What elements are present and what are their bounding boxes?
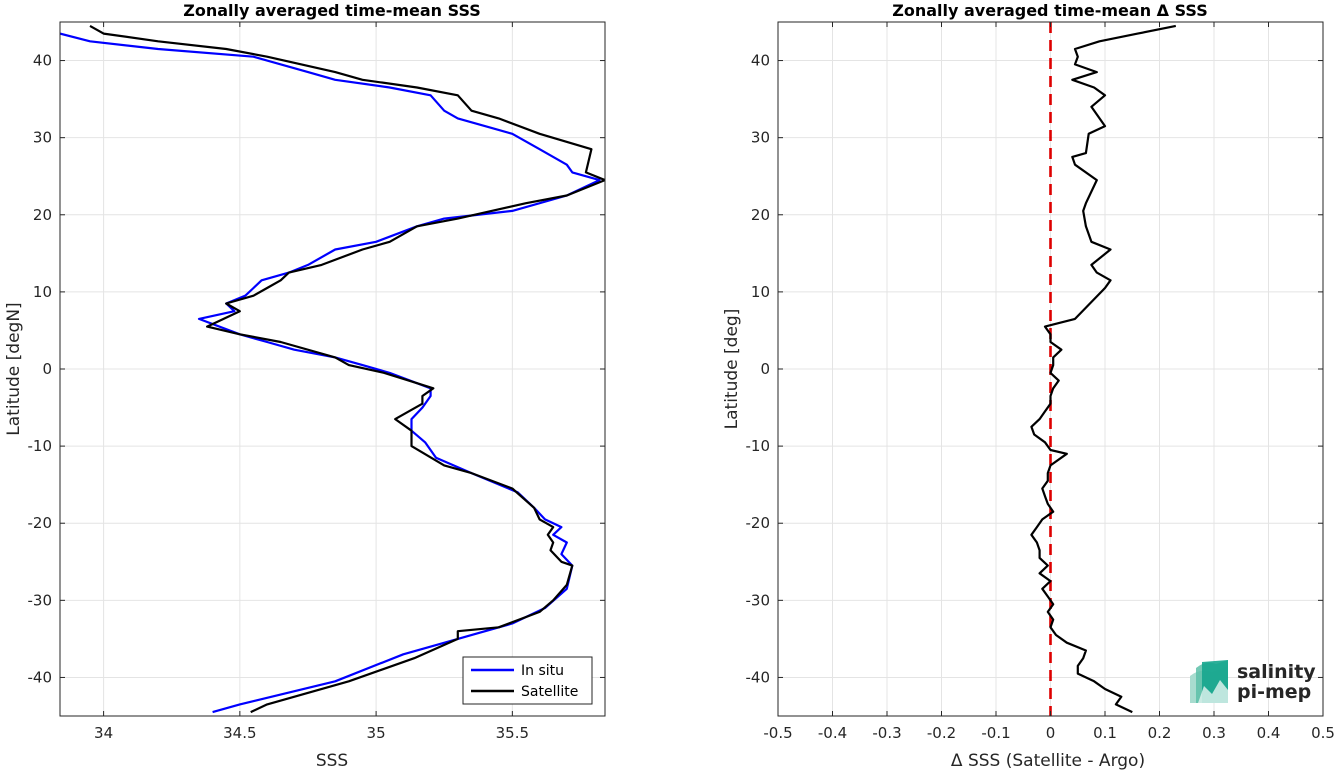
delta-sss-x-axis-label: Δ SSS (Satellite - Argo) <box>951 751 1145 770</box>
x-tick-label: -0.4 <box>818 724 847 742</box>
x-tick-label: 34 <box>94 724 113 742</box>
sss-panel: 34 34.5 35 35.5 -40 -30 -20 -10 0 10 20 30 40 Zonal… <box>4 1 606 770</box>
y-tick-label: -40 <box>746 668 771 686</box>
legend-label-in-situ: In situ <box>521 663 564 679</box>
y-tick-label: 20 <box>751 206 770 224</box>
x-tick-label: 0.1 <box>1093 724 1117 742</box>
x-tick-label: 0.4 <box>1257 724 1281 742</box>
x-tick-label: 35.5 <box>496 724 529 742</box>
sss-y-axis-label: Latitude [degN] <box>4 302 24 435</box>
legend-box <box>462 656 593 705</box>
x-tick-label: -0.5 <box>763 724 792 742</box>
y-tick-label: -30 <box>746 591 771 609</box>
x-tick-label: -0.3 <box>872 724 901 742</box>
y-tick-label: 10 <box>33 283 52 301</box>
y-tick-label: 20 <box>33 206 52 224</box>
salinity-pi-mep-logo: salinity pi-mep <box>1190 660 1316 703</box>
delta-sss-series <box>1030 24 1177 714</box>
y-tick-label: -30 <box>28 591 53 609</box>
delta-sss-y-tick-labels: -40 -30 -20 -10 0 10 20 30 40 <box>746 52 1323 686</box>
delta-sss-panel: -0.5 -0.4 -0.3 -0.2 -0.1 0 0.1 0.2 0.3 0.4 0.5 -40… <box>722 1 1335 770</box>
y-tick-label: -40 <box>28 668 53 686</box>
series-line-satellite <box>89 24 605 714</box>
sss-y-tick-labels: -40 -30 -20 -10 0 10 20 30 40 <box>28 52 605 686</box>
y-tick-label: 0 <box>42 360 52 378</box>
y-tick-label: 40 <box>33 52 52 70</box>
logo-mark-icon <box>1190 660 1228 703</box>
y-tick-label: -20 <box>746 514 771 532</box>
delta-sss-y-axis-label: Latitude [deg] <box>722 309 742 430</box>
x-tick-label: 0 <box>1046 724 1056 742</box>
x-tick-label: 35 <box>367 724 386 742</box>
logo-text-pi-mep: pi-mep <box>1237 681 1311 703</box>
y-tick-label: 40 <box>751 52 770 70</box>
x-tick-label: 0.5 <box>1311 724 1335 742</box>
delta-sss-chart-title: Zonally averaged time-mean Δ SSS <box>892 1 1208 20</box>
delta-sss-x-tick-labels: -0.5 -0.4 -0.3 -0.2 -0.1 0 0.1 0.2 0.3 0.4 0.5 <box>763 22 1335 742</box>
series-line-in-situ <box>60 31 601 714</box>
series-line-delta-sss <box>1030 24 1177 714</box>
sss-chart-title: Zonally averaged time-mean SSS <box>183 1 481 20</box>
sss-grid <box>60 22 605 716</box>
sss-legend: In situ Satellite <box>462 656 593 705</box>
logo-text-salinity: salinity <box>1237 661 1316 683</box>
x-tick-label: 34.5 <box>223 724 256 742</box>
y-tick-label: 30 <box>33 129 52 147</box>
y-tick-label: 10 <box>751 283 770 301</box>
x-tick-label: -0.2 <box>927 724 956 742</box>
y-tick-label: -10 <box>746 437 771 455</box>
y-tick-label: 0 <box>760 360 770 378</box>
sss-x-tick-labels: 34 34.5 35 35.5 <box>94 22 529 742</box>
y-tick-label: -20 <box>28 514 53 532</box>
x-tick-label: -0.1 <box>981 724 1010 742</box>
y-tick-label: 30 <box>751 129 770 147</box>
x-tick-label: 0.3 <box>1202 724 1226 742</box>
x-tick-label: 0.2 <box>1148 724 1172 742</box>
y-tick-label: -10 <box>28 437 53 455</box>
sss-series <box>60 24 605 714</box>
sss-x-axis-label: SSS <box>316 751 348 770</box>
legend-label-satellite: Satellite <box>521 684 578 700</box>
